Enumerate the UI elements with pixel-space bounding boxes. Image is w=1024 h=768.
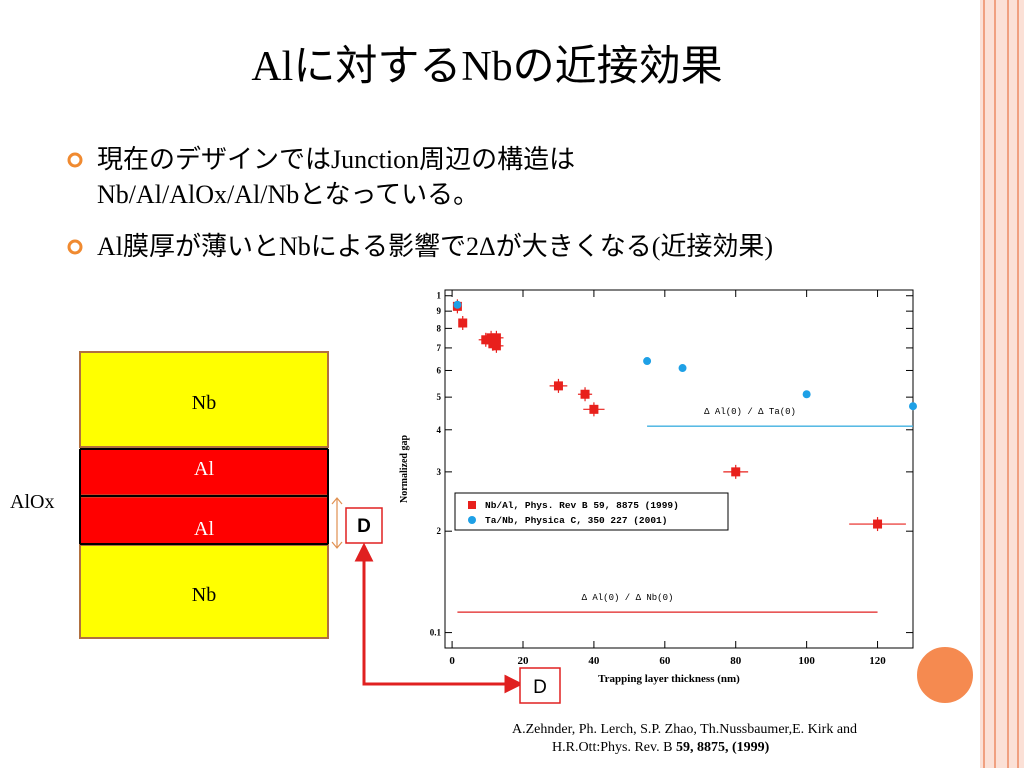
point	[491, 341, 501, 351]
layer-label: Al	[194, 458, 214, 480]
layer-diagram: Nb Al Al Nb AlOx D D	[10, 351, 561, 704]
point	[802, 390, 811, 399]
legend-marker	[468, 516, 476, 524]
point	[553, 381, 563, 391]
legend-marker	[468, 501, 476, 509]
bullet-dot	[67, 239, 83, 255]
point	[731, 467, 741, 477]
bullet-text: 現在のデザインではJunction周辺の構造は	[97, 145, 575, 174]
x-tick-label: 20	[518, 655, 530, 667]
point	[643, 357, 652, 366]
y-tick-label: 6	[437, 365, 442, 375]
point	[909, 402, 917, 411]
y-tick-label: 3	[437, 467, 442, 477]
citation-part: H.R.Ott:Phys. Rev. B	[552, 740, 676, 755]
bullet-dot	[67, 152, 83, 168]
point	[580, 389, 590, 399]
y-tick-label: 4	[437, 425, 442, 435]
point	[873, 519, 883, 529]
y-tick-label: 0.1	[430, 628, 442, 638]
x-tick-label: 120	[869, 655, 886, 667]
legend-label: Nb/Al, Phys. Rev B 59, 8875 (1999)	[485, 500, 679, 511]
layer	[79, 544, 329, 639]
dimension-label: D	[533, 677, 547, 698]
x-tick-label: 80	[730, 655, 742, 667]
decor-circle	[913, 643, 977, 707]
slide-title: Alに対するNbの近接効果	[251, 44, 722, 90]
chart: 0 20 40 60 80 100 120 0.1 2 3 4 5 6 7 8 9 1 Trapping laye…	[399, 289, 917, 685]
point	[453, 300, 462, 309]
layer	[79, 351, 329, 448]
citation: A.Zehnder, Ph. Lerch, S.P. Zhao, Th.Nuss…	[512, 722, 857, 737]
point	[458, 318, 468, 328]
y-tick-label: 5	[437, 392, 442, 402]
y-tick-label: 7	[437, 343, 442, 353]
layer-label: Al	[194, 518, 214, 540]
x-tick-label: 40	[588, 655, 600, 667]
y-tick-label: 9	[437, 306, 442, 316]
x-tick-label: 60	[659, 655, 671, 667]
point	[481, 335, 491, 345]
bullet-text: Al膜厚が薄いとNbによる影響で2Δが大きくなる(近接効果)	[97, 232, 773, 261]
y-tick-label: 2	[437, 526, 442, 536]
side-stripes	[980, 0, 1024, 768]
legend-label: Ta/Nb, Physica C, 350 227 (2001)	[485, 515, 667, 526]
point	[678, 364, 687, 373]
plot-frame	[444, 289, 914, 649]
dimension-label: D	[357, 516, 371, 537]
x-tick-label: 0	[449, 655, 455, 667]
reference-label: Δ Al(0) / Δ Nb(0)	[582, 593, 674, 603]
oxide-label: AlOx	[10, 491, 54, 513]
layer-label: Nb	[192, 392, 216, 414]
point	[589, 404, 599, 414]
bullet-text: Nb/Al/AlOx/Al/Nbとなっている。	[97, 180, 479, 209]
y-tick-label: 8	[437, 323, 442, 333]
x-tick-label: 100	[798, 655, 815, 667]
layer-label: Nb	[192, 584, 216, 606]
point	[491, 333, 501, 343]
y-axis-label: Normalized gap	[399, 435, 410, 503]
legend-box	[454, 492, 729, 531]
label-box	[519, 667, 561, 704]
link-arrow	[354, 542, 524, 694]
reference-label: Δ Al(0) / Δ Ta(0)	[704, 407, 796, 417]
citation-part: 59, 8875, (1999)	[676, 740, 770, 755]
citation: H.R.Ott:Phys. Rev. B 59, 8875, (1999)	[552, 740, 770, 755]
dimension-arrow	[331, 497, 343, 549]
x-axis-label: Trapping layer thickness (nm)	[598, 673, 740, 685]
y-tick-label: 1	[437, 291, 442, 301]
